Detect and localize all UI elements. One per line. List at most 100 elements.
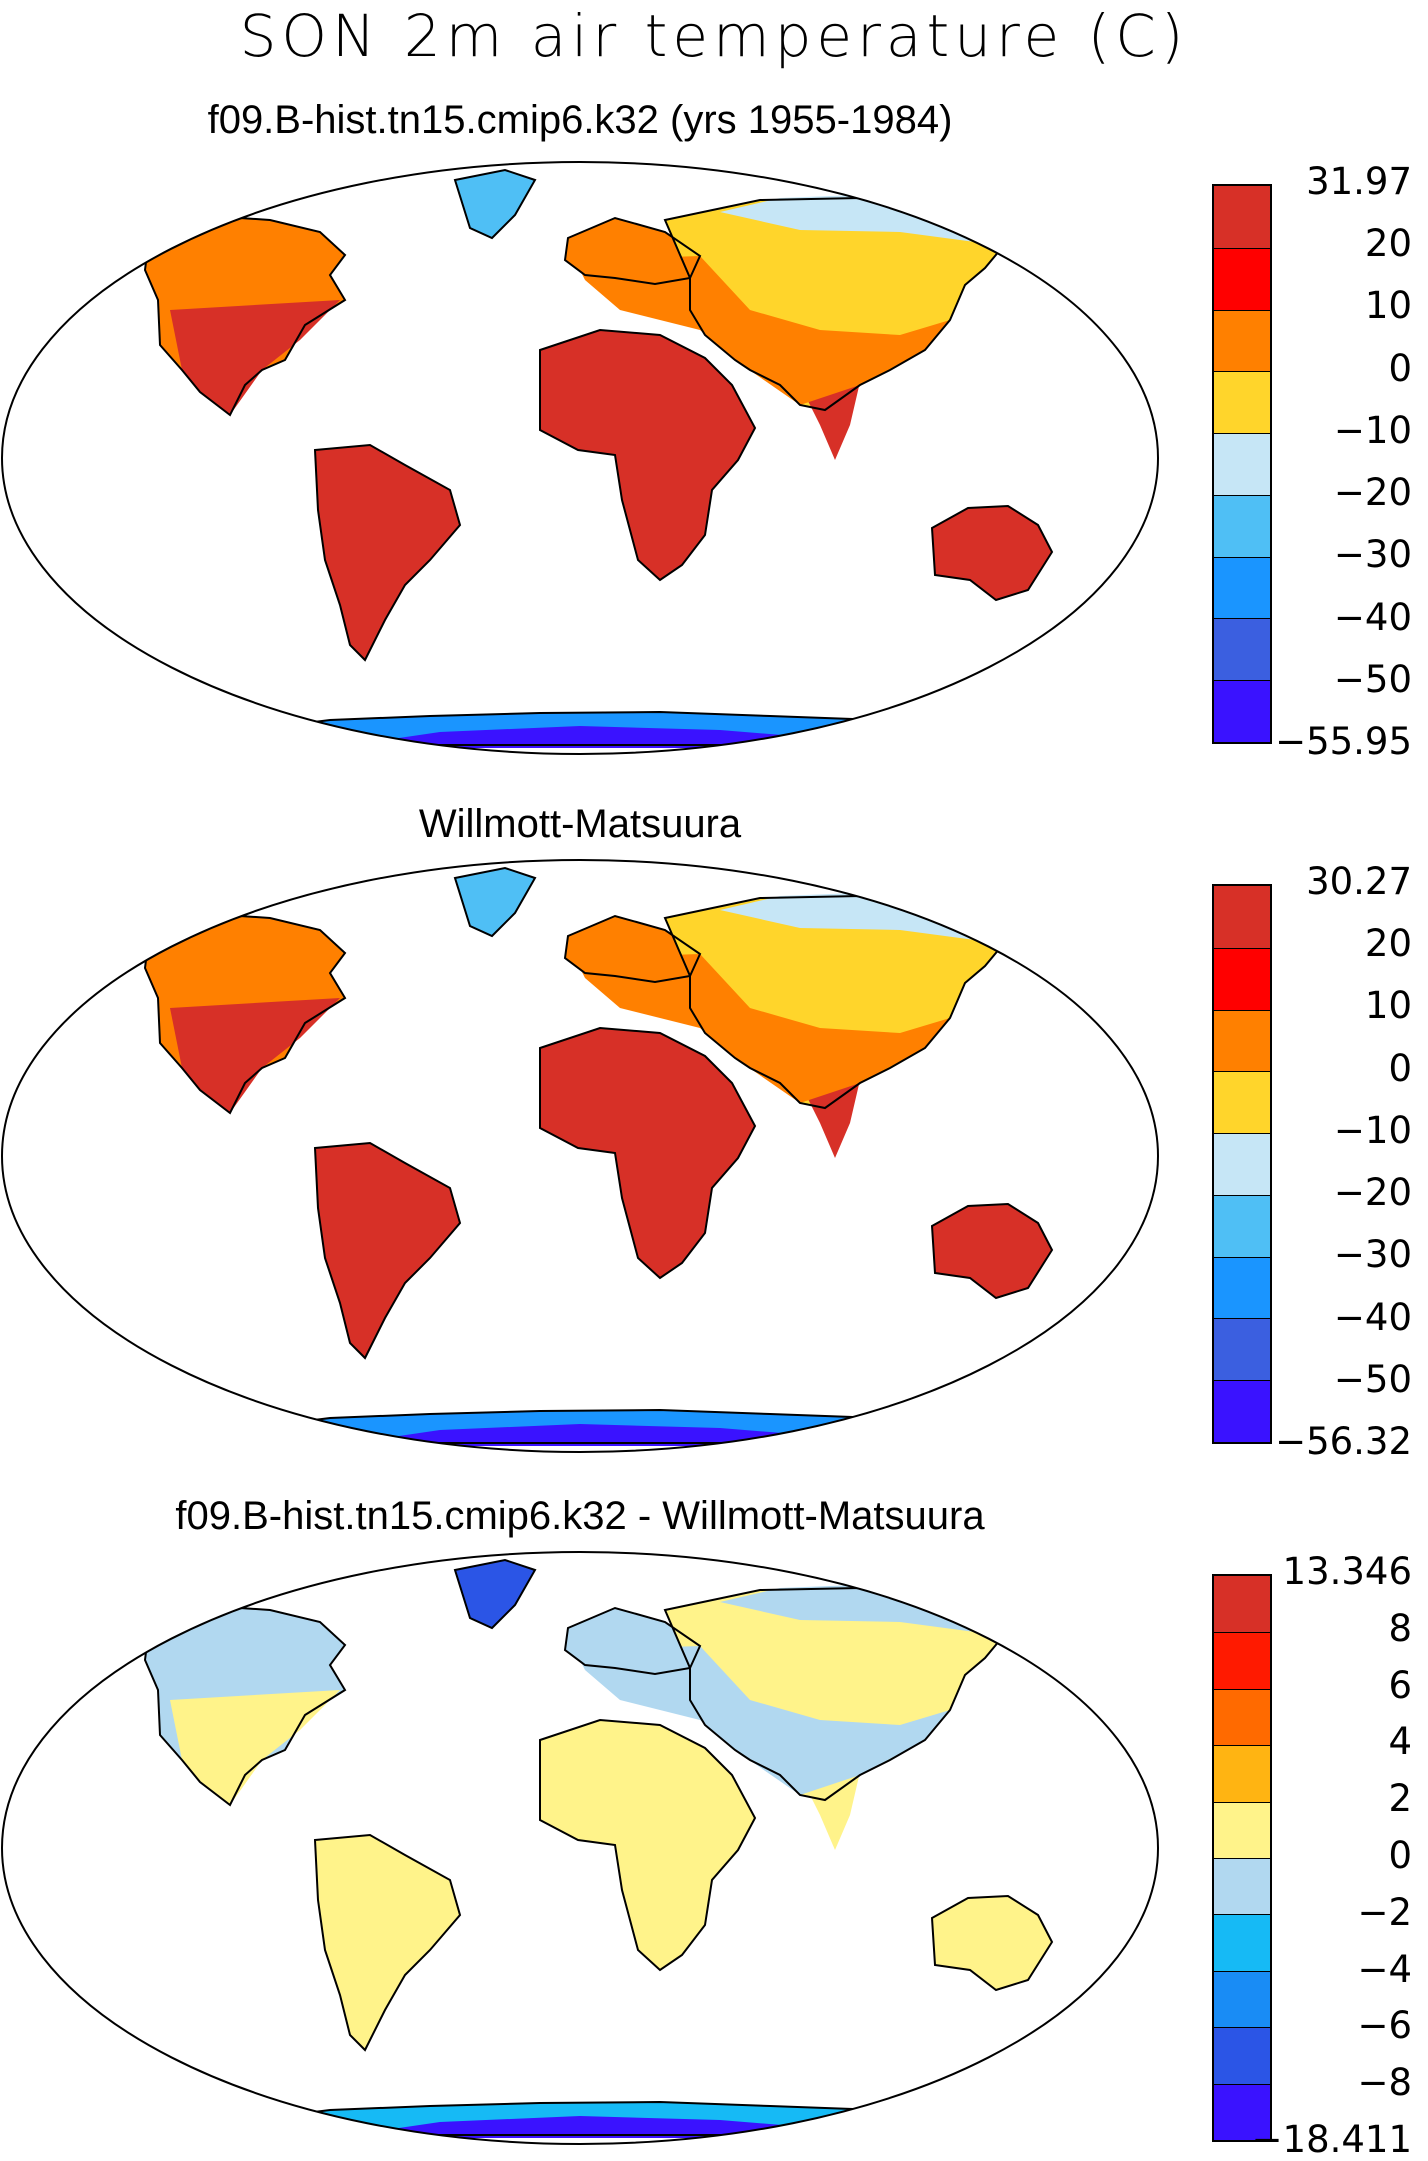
south-america-field [315, 1143, 460, 1358]
south-america-field [315, 1835, 460, 2050]
colorbar-swatch [1214, 371, 1270, 434]
colorbar-swatch [1214, 433, 1270, 495]
colorbar-label: −50 [1333, 657, 1412, 701]
africa-coastline [539, 1718, 757, 1972]
colorbar-swatch [1214, 680, 1270, 742]
colorbar-label: −8 [1357, 2061, 1412, 2105]
colorbar-label: −10 [1333, 408, 1412, 452]
colorbar-swatch [1214, 618, 1270, 681]
panel-2-title: Willmott-Matsuura [418, 802, 742, 846]
greenland-field [455, 1560, 535, 1628]
map-frame [1, 859, 1159, 1453]
colorbar-swatch [1214, 1970, 1270, 2028]
india-field [800, 1080, 860, 1158]
india-field [800, 382, 860, 460]
colorbar-swatch [1214, 1801, 1270, 1858]
colorbar-label: −20 [1333, 471, 1412, 515]
colorbar-swatch [1214, 1914, 1270, 1971]
colorbar-label: −2 [1357, 1890, 1412, 1934]
colorbar-label: 10 [1364, 984, 1412, 1028]
colorbar-label: −40 [1333, 595, 1412, 639]
colorbar-swatch [1214, 556, 1270, 619]
colorbar-label: −55.95 [1275, 720, 1412, 763]
colorbar-label: 20 [1364, 222, 1412, 266]
colorbar-swatch [1214, 494, 1270, 557]
colorbar-label: 20 [1364, 922, 1412, 966]
colorbar-label: 6 [1388, 1663, 1412, 1707]
colorbar-swatch [1214, 1133, 1270, 1195]
north-america-coastline [143, 214, 347, 417]
colorbar-swatch [1214, 186, 1270, 248]
colorbar-label: 4 [1388, 1720, 1412, 1764]
greenland-coastline [453, 168, 537, 240]
colorbar-label: 0 [1388, 346, 1412, 390]
europe-coastline [563, 914, 702, 984]
colorbar-box [1212, 1574, 1272, 2142]
australia-coastline [930, 1894, 1054, 1992]
panel-3-colorbar: 13.346 8 6 4 2 0 −2 −4 −6 −8 −18.411 [1212, 1552, 1422, 2160]
colorbar-label: −30 [1333, 533, 1412, 577]
south-america-coastline [313, 1141, 462, 1360]
colorbar-label: −18.411 [1251, 2118, 1412, 2161]
colorbar-swatch [1214, 1009, 1270, 1072]
panel-1-colorbar: 31.97 20 10 0 −10 −20 −30 −40 −50 −55.95 [1212, 162, 1422, 762]
colorbar-swatch [1214, 1256, 1270, 1319]
colorbar-swatch [1214, 1318, 1270, 1381]
colorbar-label: 2 [1388, 1777, 1412, 1821]
panel-1-map [1, 161, 1159, 755]
map-frame [1, 161, 1159, 755]
panel-1-title: f09.B-hist.tn15.cmip6.k32 (yrs 1955-1984… [207, 98, 953, 142]
europe-coastline [563, 216, 702, 286]
colorbar-swatch [1214, 947, 1270, 1010]
panel-3-title: f09.B-hist.tn15.cmip6.k32 - Willmott-Mat… [175, 1494, 985, 1538]
colorbar-swatch [1214, 1071, 1270, 1134]
south-america-coastline [313, 1833, 462, 2052]
greenland-field [455, 868, 535, 936]
north-america-coastline [143, 1604, 347, 1807]
colorbar-swatch [1214, 1632, 1270, 1689]
australia-coastline [930, 504, 1054, 602]
colorbar-label: 13.346 [1282, 1550, 1412, 1593]
africa-field [540, 330, 755, 580]
map-frame [1, 1551, 1159, 2145]
colorbar-label: 8 [1388, 1606, 1412, 1650]
australia-coastline [930, 1202, 1054, 1300]
africa-field [540, 1028, 755, 1278]
panel-2-colorbar: 30.27 20 10 0 −10 −20 −30 −40 −50 −56.32 [1212, 862, 1422, 1462]
africa-field [540, 1720, 755, 1970]
colorbar-label: 0 [1388, 1834, 1412, 1877]
india-field [800, 1772, 860, 1850]
panel-3-map [1, 1551, 1159, 2145]
colorbar-swatch [1214, 1380, 1270, 1442]
colorbar-swatch [1214, 1194, 1270, 1257]
eurasia-warm-band [575, 256, 950, 405]
south-america-coastline [313, 443, 462, 662]
antarctica-core [330, 726, 860, 748]
colorbar-label: 31.97 [1306, 160, 1412, 203]
colorbar-swatch [1214, 247, 1270, 310]
colorbar-swatch [1214, 2027, 1270, 2084]
colorbar-label: −10 [1333, 1108, 1412, 1152]
colorbar-label: −50 [1333, 1357, 1412, 1401]
colorbar-label: −56.32 [1275, 1420, 1412, 1463]
africa-coastline [539, 328, 757, 582]
africa-coastline [539, 1026, 757, 1280]
colorbar-label: 10 [1364, 284, 1412, 328]
greenland-coastline [453, 1558, 537, 1630]
europe-coastline [563, 1606, 702, 1676]
greenland-coastline [453, 866, 537, 938]
australia-field [932, 1896, 1052, 1990]
colorbar-label: −30 [1333, 1233, 1412, 1277]
colorbar-swatch [1214, 886, 1270, 948]
colorbar-swatch [1214, 1745, 1270, 1802]
north-america-coastline [143, 912, 347, 1115]
colorbar-label: −40 [1333, 1295, 1412, 1339]
north-america-warm-band [170, 998, 340, 1113]
australia-field [932, 1204, 1052, 1298]
eurasia-warm-band [575, 1646, 950, 1795]
colorbar-swatch [1214, 1858, 1270, 1915]
greenland-field [455, 170, 535, 238]
colorbar-swatch [1214, 2083, 1270, 2140]
south-america-field [315, 445, 460, 660]
colorbar-label: −4 [1357, 1947, 1412, 1991]
